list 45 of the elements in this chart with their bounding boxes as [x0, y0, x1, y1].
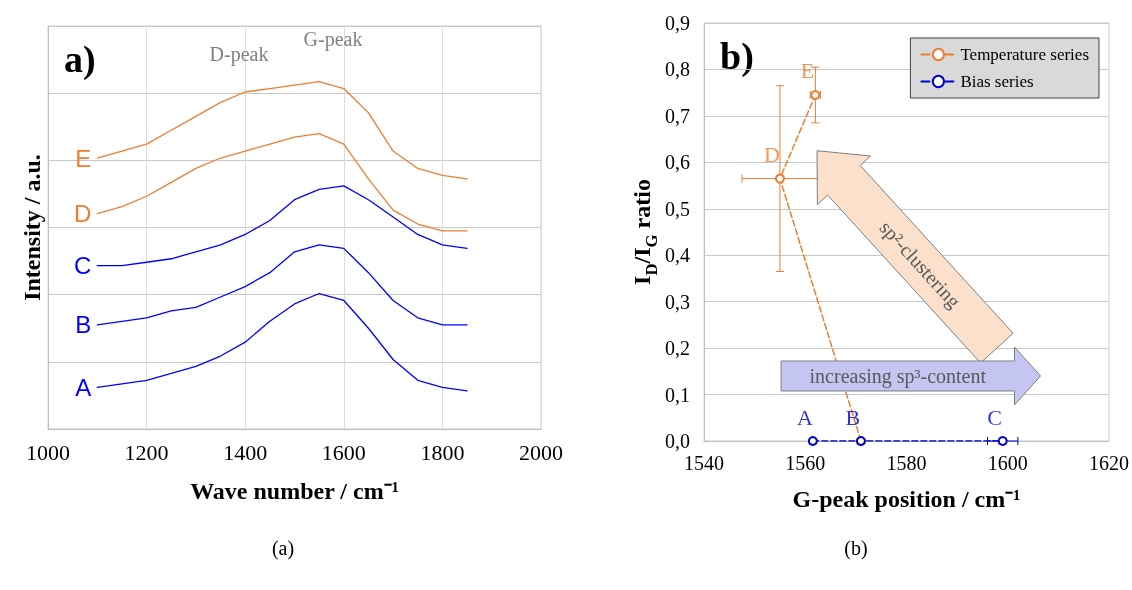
y-tick-label: 0,3: [665, 290, 690, 313]
series-label: D: [73, 200, 92, 228]
annotation: A: [796, 404, 813, 430]
x-tick-label: 1000: [26, 439, 70, 465]
x-tick-label: 1600: [987, 452, 1028, 474]
annotation: D: [763, 142, 780, 168]
annotation: increasing sp³-content: [809, 364, 987, 388]
x-tick-label: 1620: [1089, 452, 1129, 474]
annotation: E: [800, 58, 815, 84]
y-tick-label: 0,5: [665, 197, 690, 220]
x-tick-label: 1800: [420, 439, 465, 465]
x-tick-label: 1400: [223, 439, 268, 465]
y-tick-label: 0,4: [665, 244, 690, 267]
annotation: C: [987, 404, 1003, 430]
y-tick-label: 0,8: [665, 58, 690, 81]
text: D-peak: [209, 43, 269, 66]
point: [774, 173, 785, 184]
text: (b): [844, 537, 868, 560]
series-label: E: [75, 144, 92, 172]
x-tick-label: 1200: [124, 439, 169, 465]
text: G-peak: [303, 28, 363, 51]
x-tick-label: 2000: [519, 439, 563, 465]
text: a): [64, 38, 96, 81]
x-axis-title: Wave number / cm⁻¹: [190, 478, 399, 504]
x-tick-label: 1540: [684, 452, 724, 474]
series-label: C: [73, 252, 92, 280]
point: [807, 436, 818, 446]
y-axis-title: Intensity / a.u.: [19, 154, 45, 301]
point: [997, 436, 1008, 446]
series-label: A: [75, 373, 92, 401]
legend-label: Bias series: [960, 72, 1034, 91]
x-tick-label: 1580: [886, 452, 927, 474]
annotation: b): [720, 35, 754, 78]
legend-label: Temperature series: [960, 45, 1090, 64]
y-tick-label: 0,0: [665, 430, 690, 452]
text: (a): [271, 537, 295, 560]
y-tick-label: 0,2: [665, 337, 690, 360]
x-axis-title: G-peak position / cm⁻¹: [792, 486, 1021, 512]
y-tick-label: 0,9: [665, 12, 690, 34]
x-tick-label: 1560: [785, 452, 826, 474]
y-tick-label: 0,1: [665, 383, 690, 406]
series-label: B: [75, 311, 92, 339]
x-tick-label: 1600: [321, 439, 366, 465]
y-tick-label: 0,6: [665, 151, 690, 174]
y-tick-label: 0,7: [665, 104, 690, 127]
